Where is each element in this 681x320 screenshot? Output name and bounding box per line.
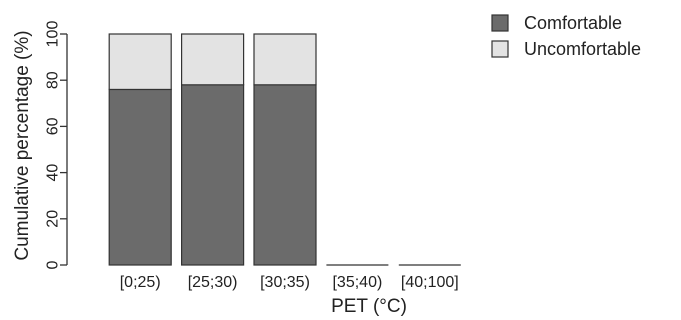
y-tick-label: 40 bbox=[45, 164, 62, 182]
x-tick-label: [40;100] bbox=[401, 274, 459, 291]
legend-swatch-uncomfortable bbox=[491, 40, 509, 58]
bars-layer bbox=[108, 33, 461, 266]
x-axis-title: PET (°C) bbox=[331, 296, 407, 317]
bar-uncomfortable-2 bbox=[181, 33, 245, 86]
y-tick-label: 20 bbox=[45, 210, 62, 228]
x-tick-label: [0;25) bbox=[120, 274, 161, 291]
x-tick-label: [30;35) bbox=[260, 274, 310, 291]
bar-comfortable-2 bbox=[181, 84, 245, 266]
bar-comfortable-3 bbox=[253, 84, 317, 266]
y-tick-label: 60 bbox=[45, 117, 62, 135]
bar-comfortable-1 bbox=[108, 88, 172, 266]
y-tick-label: 100 bbox=[45, 21, 62, 48]
y-tick-label: 0 bbox=[45, 260, 62, 269]
bar-uncomfortable-1 bbox=[108, 33, 172, 91]
y-ticks: 0 20 40 60 80 100 bbox=[45, 21, 67, 269]
y-axis-title: Cumulative percentage (%) bbox=[12, 30, 33, 260]
legend-swatch-comfortable bbox=[491, 14, 509, 32]
x-tick-label: [35;40) bbox=[332, 274, 382, 291]
x-tick-label: [25;30) bbox=[188, 274, 238, 291]
y-tick-label: 80 bbox=[45, 71, 62, 89]
legend-label-comfortable: Comfortable bbox=[524, 13, 622, 33]
x-ticks: [0;25) [25;30) [30;35) [35;40) [40;100] bbox=[120, 274, 459, 291]
legend: Comfortable Uncomfortable bbox=[491, 13, 641, 59]
bar-uncomfortable-3 bbox=[253, 33, 317, 86]
legend-label-uncomfortable: Uncomfortable bbox=[524, 39, 641, 59]
